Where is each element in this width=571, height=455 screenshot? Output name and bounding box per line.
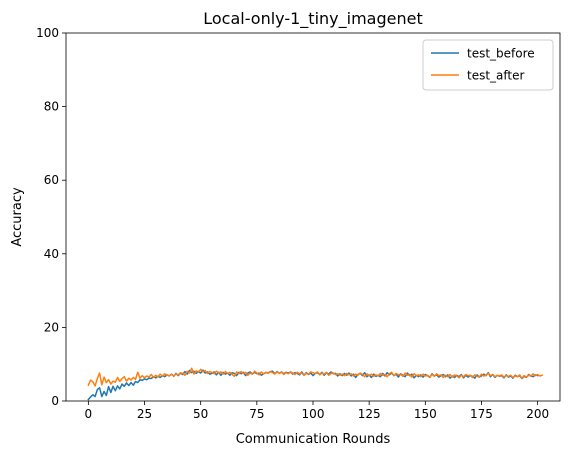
y-tick-label: 0 <box>51 394 59 408</box>
x-tick-label: 25 <box>137 407 152 421</box>
plot-area <box>87 367 544 401</box>
x-tick-label: 50 <box>193 407 208 421</box>
x-tick-label: 100 <box>302 407 325 421</box>
y-tick-label: 60 <box>44 173 59 187</box>
x-axis: 0 25 50 75 100 125 150 175 200 <box>85 401 549 421</box>
series-line-test-after <box>87 367 544 387</box>
chart-title: Local-only-1_tiny_imagenet <box>203 9 422 29</box>
x-tick-label: 175 <box>470 407 493 421</box>
axes-frame <box>65 32 561 402</box>
y-axis-label: Accuracy <box>10 187 25 247</box>
y-tick-label: 100 <box>36 26 59 40</box>
y-tick-label: 80 <box>44 100 59 114</box>
x-axis-label: Communication Rounds <box>236 432 391 447</box>
y-axis: 0 20 40 60 80 100 <box>36 26 66 408</box>
y-tick-label: 20 <box>44 320 59 334</box>
y-tick-label: 40 <box>44 247 59 261</box>
legend-label: test_after <box>467 69 525 83</box>
legend-label: test_before <box>467 47 535 61</box>
x-tick-label: 75 <box>249 407 264 421</box>
x-tick-label: 200 <box>526 407 549 421</box>
x-tick-label: 150 <box>414 407 437 421</box>
x-tick-label: 125 <box>358 407 381 421</box>
legend: test_before test_after <box>422 39 554 91</box>
x-tick-label: 0 <box>85 407 93 421</box>
